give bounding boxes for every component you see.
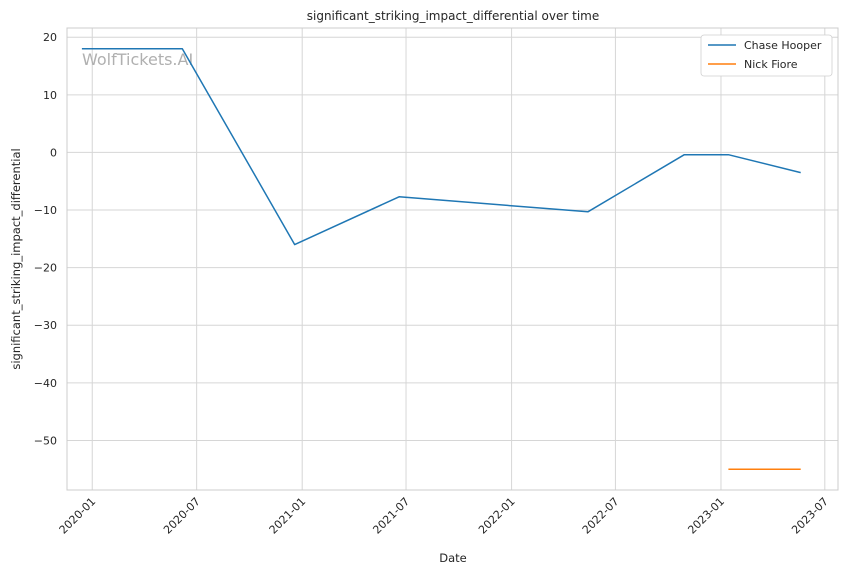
y-tick-label: 10 xyxy=(43,89,57,102)
plot-frame xyxy=(66,27,839,491)
grid xyxy=(67,28,838,490)
watermark: WolfTickets.AI xyxy=(82,50,193,69)
y-tick-label: −30 xyxy=(34,319,57,332)
y-tick-label: 0 xyxy=(50,146,57,159)
x-axis-label: Date xyxy=(439,551,467,565)
legend: Chase Hooper Nick Fiore xyxy=(700,34,833,77)
y-tick-label: −40 xyxy=(34,377,57,390)
y-axis-label: significant_striking_impact_differential xyxy=(9,148,23,369)
y-tick-label: −20 xyxy=(34,262,57,275)
y-tick-labels: 20 10 0 −10 −20 −30 −40 −50 xyxy=(34,31,57,447)
series-layer xyxy=(81,47,801,471)
legend-label-chase-hooper: Chase Hooper xyxy=(744,39,822,52)
y-tick-label: 20 xyxy=(43,31,57,44)
y-tick-label: −50 xyxy=(34,434,57,447)
y-tick-label: −10 xyxy=(34,204,57,217)
legend-label-nick-fiore: Nick Fiore xyxy=(744,58,798,71)
series-line-chase-hooper xyxy=(81,47,801,246)
chart-title: significant_striking_impact_differential… xyxy=(307,9,599,23)
